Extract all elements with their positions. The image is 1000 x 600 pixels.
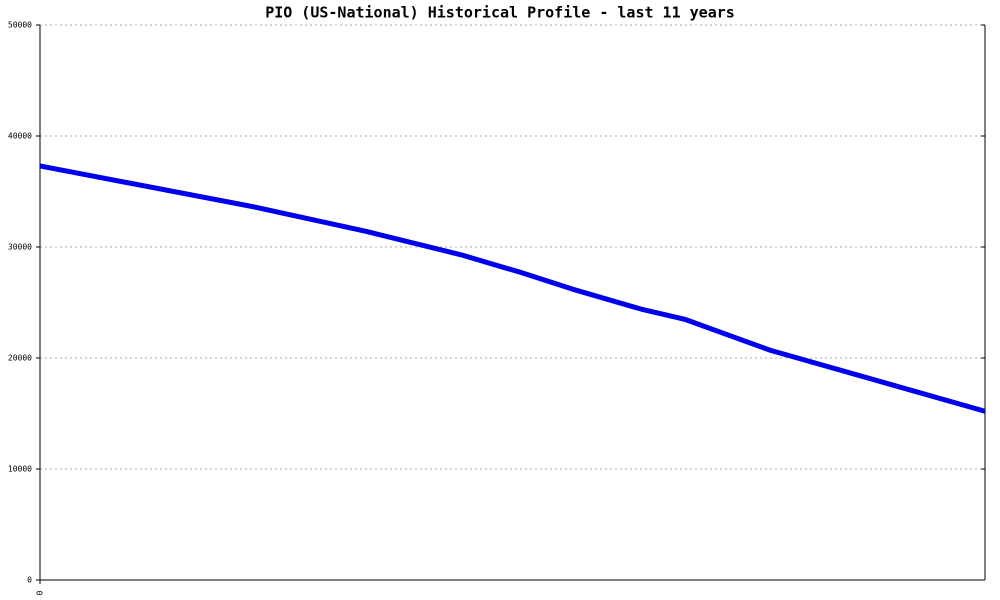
y-tick-label: 10000 bbox=[8, 465, 32, 474]
y-tick-label: 0 bbox=[27, 576, 32, 585]
x-tick-label: 0 bbox=[36, 590, 45, 595]
line-series bbox=[39, 163, 986, 414]
chart-title: PIO (US-National) Historical Profile - l… bbox=[265, 4, 735, 22]
y-tick-label: 30000 bbox=[8, 243, 32, 252]
y-tick-label: 20000 bbox=[8, 354, 32, 363]
y-tick-label: 40000 bbox=[8, 132, 32, 141]
y-tick-label: 50000 bbox=[8, 21, 32, 30]
